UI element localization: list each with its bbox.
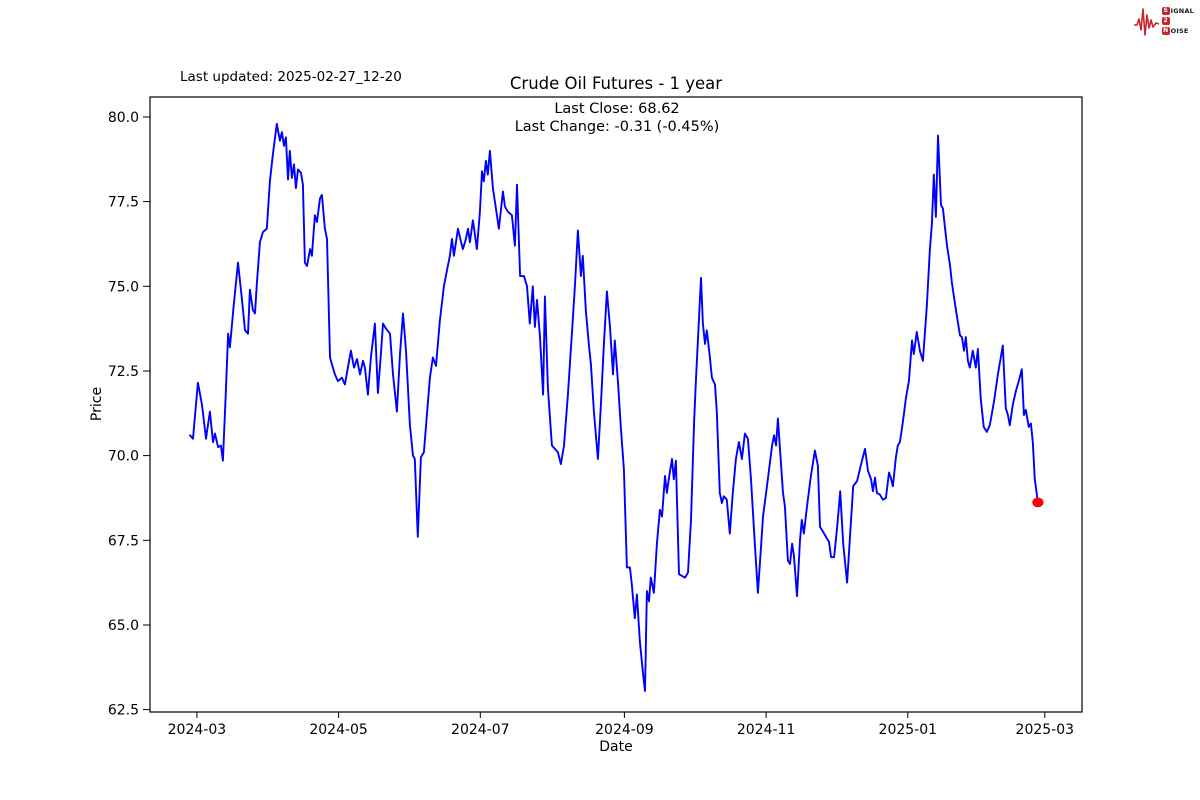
x-tick-label: 2024-03: [168, 722, 227, 738]
logo-noise-rest: OISE: [1170, 27, 1189, 35]
logo-badge-2: 2: [1161, 17, 1170, 25]
y-axis-ticks: 62.5 65.0 67.5 70.0 72.5 75.0 77.5 80.0: [108, 110, 150, 719]
x-axis-label: Date: [599, 739, 632, 755]
logo-signal-rest: IGNAL: [1170, 7, 1194, 15]
x-tick-label: 2025-03: [1016, 722, 1075, 738]
y-tick-label: 67.5: [108, 533, 139, 549]
logo-row-noise: N OISE: [1161, 27, 1194, 36]
plot-body: [189, 122, 1044, 692]
x-axis-ticks: 2024-03 2024-05 2024-07 2024-09 2024-11 2025-…: [168, 712, 1074, 738]
logo-row-2: 2: [1161, 17, 1194, 26]
y-tick-label: 72.5: [108, 364, 139, 380]
y-tick-label: 80.0: [108, 110, 139, 126]
logo-row-signal: S IGNAL: [1161, 7, 1194, 16]
y-tick-label: 65.0: [108, 618, 139, 634]
last-change-subtitle: Last Change: -0.31 (-0.45%): [515, 119, 720, 135]
x-tick-label: 2024-11: [737, 722, 796, 738]
last-updated-label: Last updated: 2025-02-27_12-20: [180, 69, 402, 85]
logo-text: S IGNAL 2 N OISE: [1161, 7, 1194, 36]
waveform-icon: [1133, 8, 1159, 36]
y-tick-label: 70.0: [108, 449, 139, 465]
y-axis-label: Price: [89, 387, 105, 421]
logo-badge-s: S: [1161, 7, 1170, 15]
price-line: [189, 122, 1039, 692]
plot-frame: [149, 96, 1083, 713]
y-tick-label: 75.0: [108, 279, 139, 295]
x-tick-label: 2024-09: [595, 722, 654, 738]
x-tick-label: 2024-07: [451, 722, 510, 738]
s2n-logo: S IGNAL 2 N OISE: [1133, 4, 1194, 38]
last-close-marker: [1032, 497, 1044, 508]
y-tick-label: 77.5: [108, 195, 139, 211]
logo-badge-n: N: [1161, 27, 1170, 35]
last-close-subtitle: Last Close: 68.62: [554, 101, 679, 117]
y-tick-label: 62.5: [108, 703, 139, 719]
chart-title: Crude Oil Futures - 1 year: [510, 74, 722, 93]
x-tick-label: 2024-05: [309, 722, 368, 738]
x-tick-label: 2025-01: [879, 722, 938, 738]
